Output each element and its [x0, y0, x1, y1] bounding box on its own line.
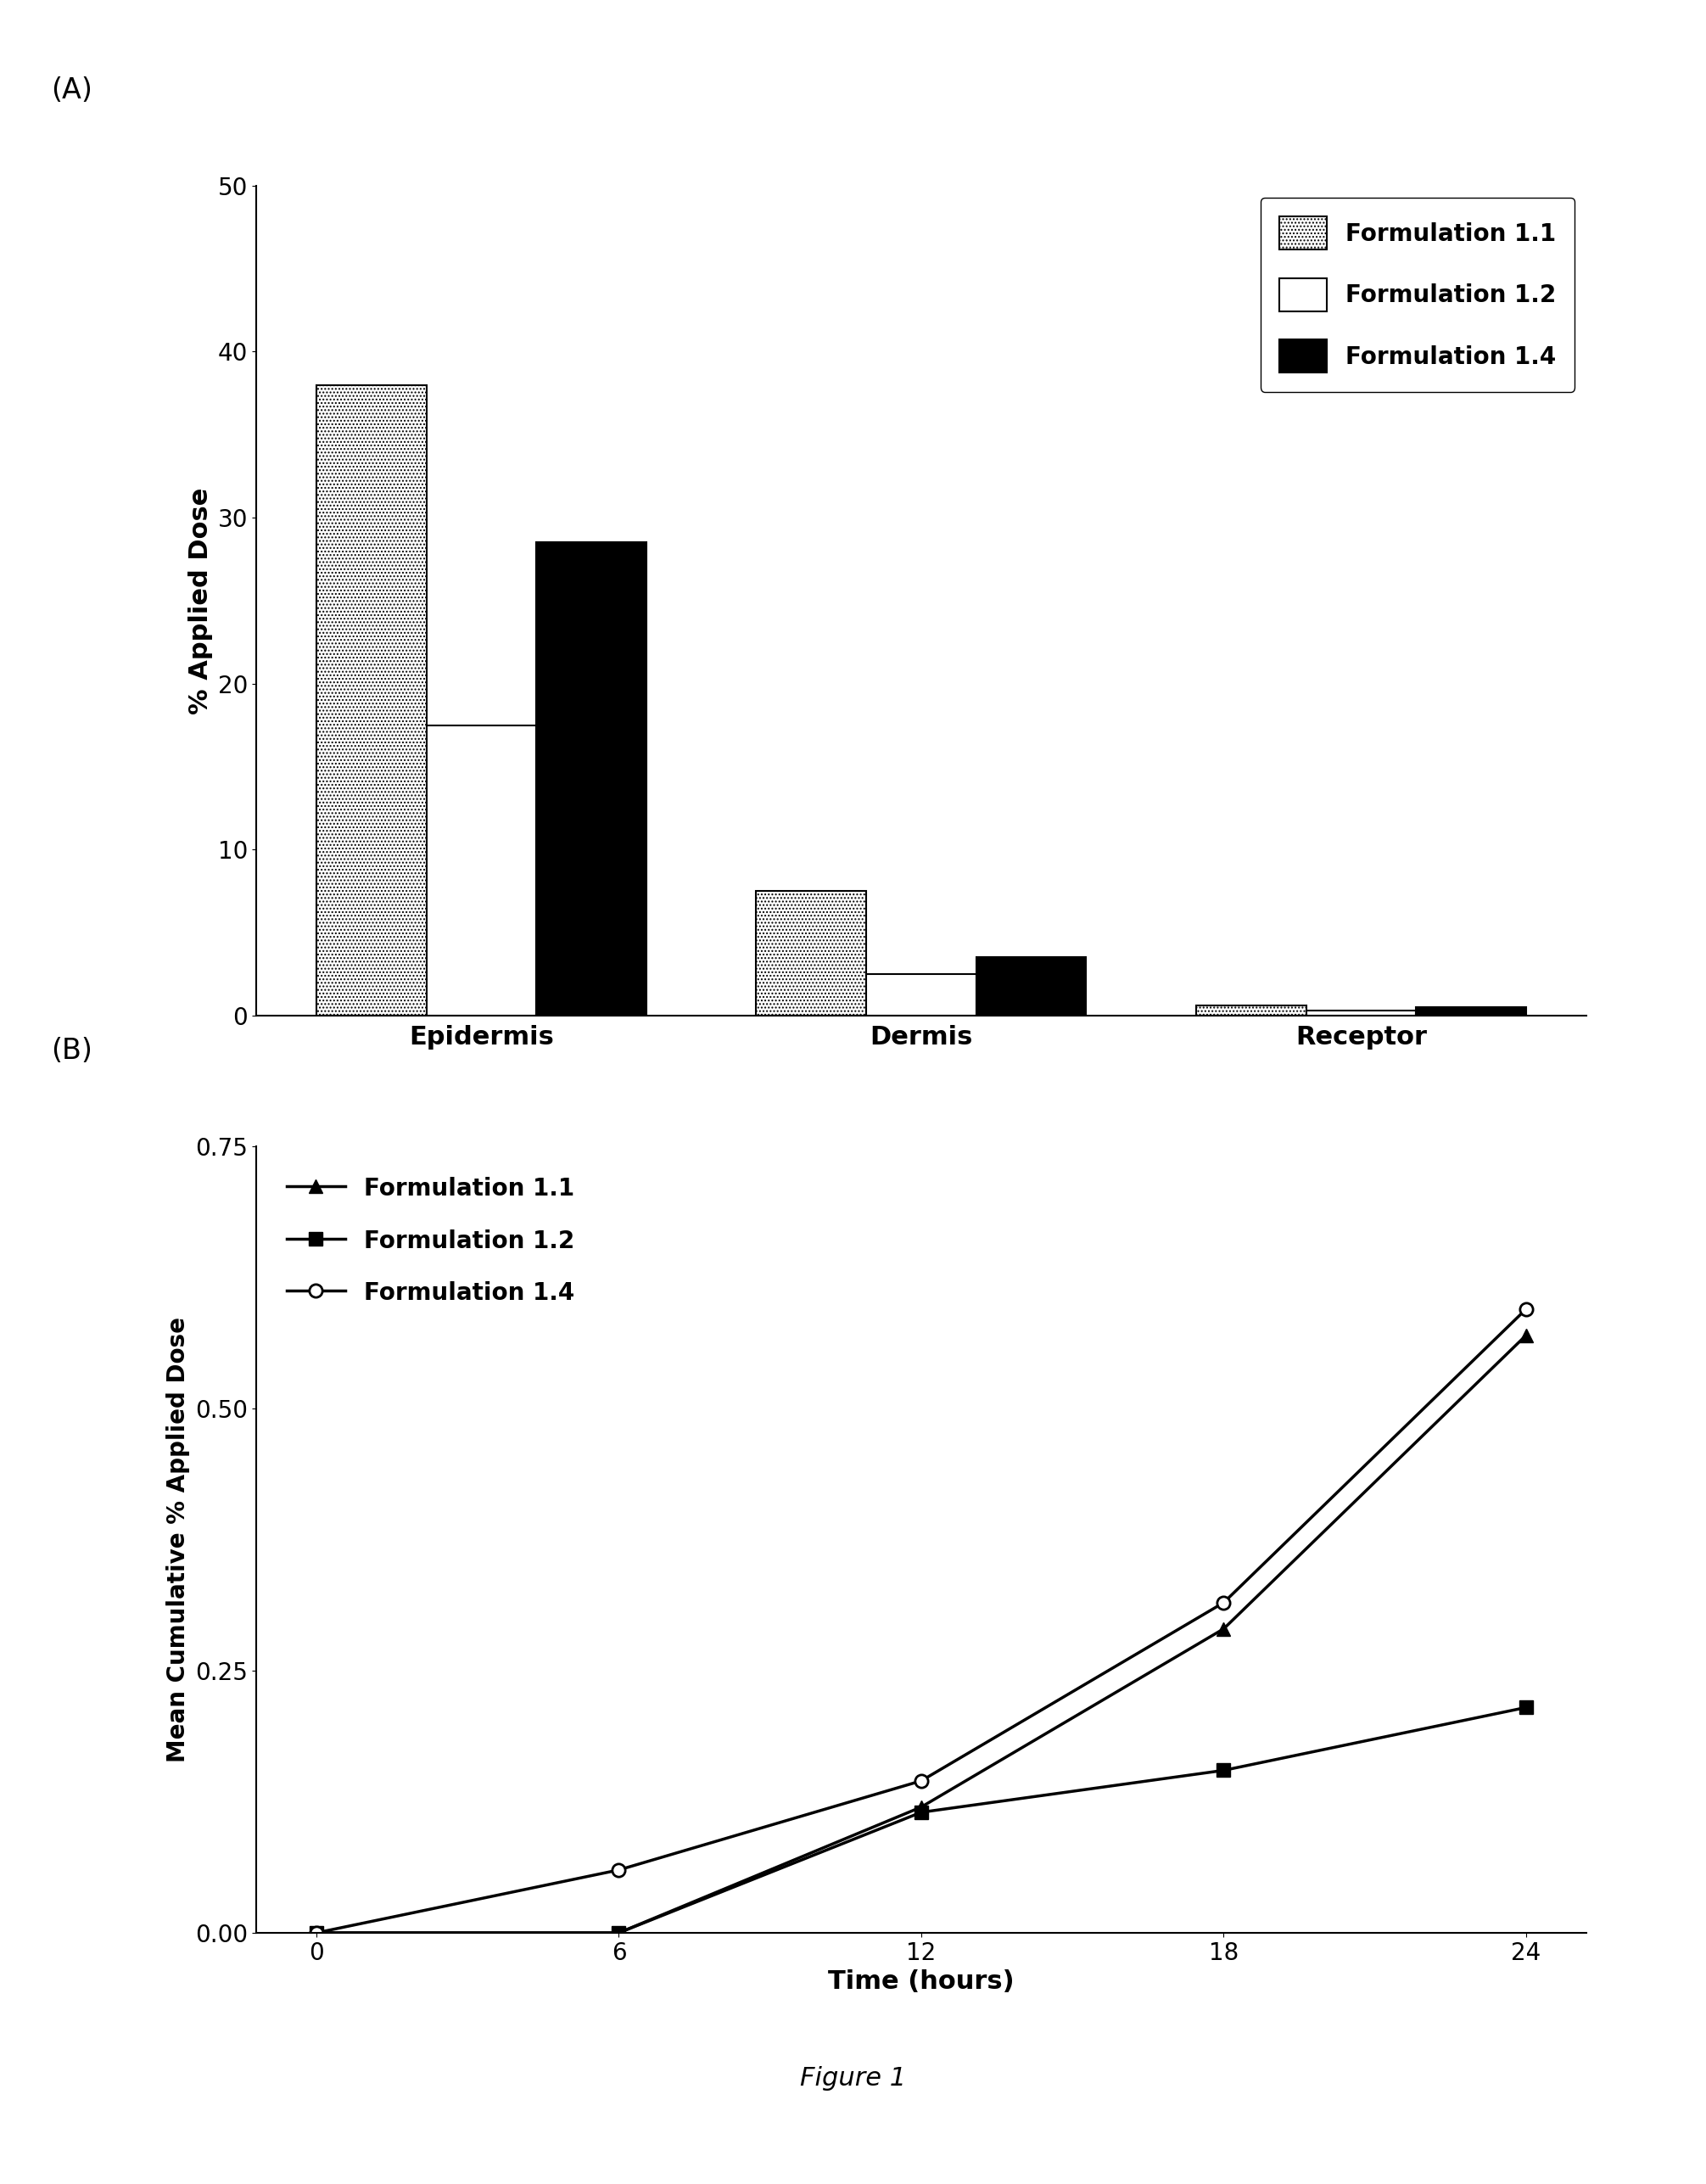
Formulation 1.2 [1517, 1695, 1537, 1721]
Text: Figure 1: Figure 1 [800, 2066, 906, 2090]
Formulation 1.4 [305, 1920, 326, 1946]
Line: Formulation 1.1: Formulation 1.1 [310, 1328, 1532, 1939]
Text: (A): (A) [51, 76, 92, 105]
Bar [1196, 1005, 1307, 1016]
Formulation 1.1 [305, 1920, 326, 1946]
Bar [316, 384, 426, 1016]
Formulation 1.1 [609, 1920, 630, 1946]
Bar [1416, 1007, 1527, 1016]
Bar [536, 542, 647, 1016]
Formulation 1.1 [1213, 1616, 1233, 1642]
Legend: Formulation 1.1, Formulation 1.2, Formulation 1.4: Formulation 1.1, Formulation 1.2, Formul… [1261, 197, 1575, 391]
X-axis label: Time (hours): Time (hours) [827, 1970, 1015, 1994]
Formulation 1.2 [1213, 1758, 1233, 1784]
Legend: Formulation 1.1, Formulation 1.2, Formulation 1.4: Formulation 1.1, Formulation 1.2, Formul… [268, 1158, 594, 1324]
Formulation 1.4 [1213, 1590, 1233, 1616]
Y-axis label: % Applied Dose: % Applied Dose [188, 487, 213, 714]
Bar [867, 974, 976, 1016]
Text: (B): (B) [51, 1037, 92, 1066]
Line: Formulation 1.4: Formulation 1.4 [310, 1302, 1532, 1939]
Bar [756, 891, 867, 1016]
Formulation 1.4 [609, 1856, 630, 1883]
Formulation 1.2 [305, 1920, 326, 1946]
Bar [1307, 1011, 1416, 1016]
Formulation 1.4 [1517, 1295, 1537, 1321]
Bar [976, 957, 1087, 1016]
Bar [426, 725, 536, 1016]
Formulation 1.1 [1517, 1321, 1537, 1348]
Formulation 1.2 [609, 1920, 630, 1946]
Line: Formulation 1.2: Formulation 1.2 [310, 1701, 1532, 1939]
Formulation 1.4 [911, 1767, 931, 1793]
Y-axis label: Mean Cumulative % Applied Dose: Mean Cumulative % Applied Dose [167, 1317, 191, 1762]
Formulation 1.1 [911, 1793, 931, 1819]
Formulation 1.2 [911, 1800, 931, 1826]
